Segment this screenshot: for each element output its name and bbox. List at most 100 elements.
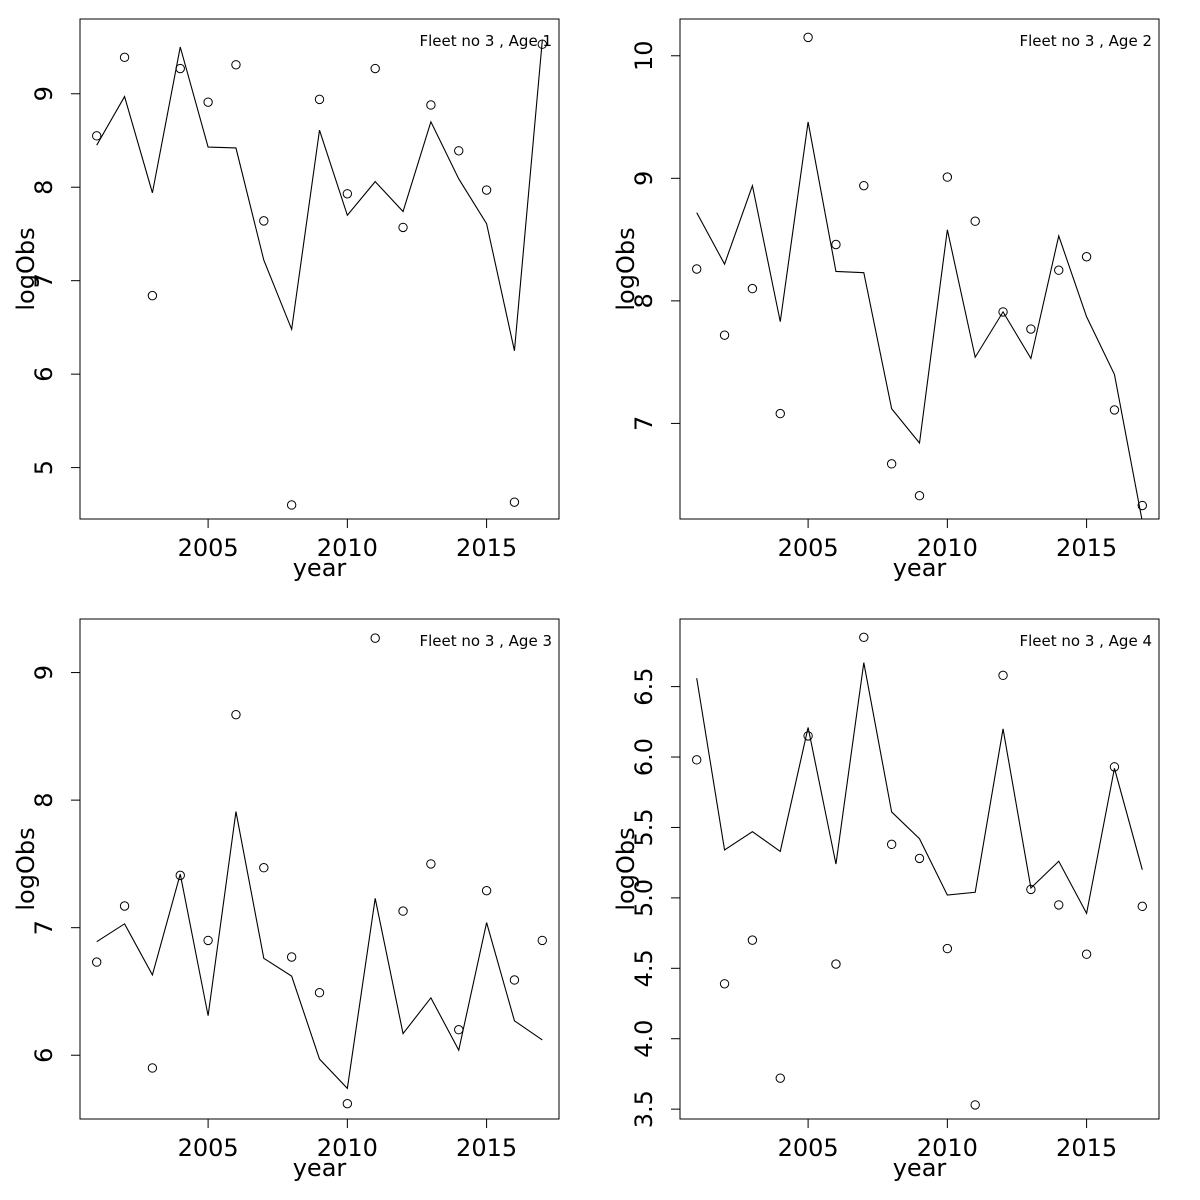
observation-point [342,189,353,199]
x-tick-label: 2015 [1056,1134,1117,1162]
observation-point [1137,500,1147,511]
y-tick-label: 6.5 [630,668,658,706]
observation-point [747,935,758,945]
observation-point [1054,265,1064,275]
observation-point [119,901,130,911]
y-tick-label: 7 [30,273,58,288]
observation-point [719,330,730,340]
observation-point [775,408,785,419]
y-tick-label: 6 [30,366,58,381]
panel-age-3: 2005 2010 2015 6 7 8 9 year logObs Fleet no 3 , A… [12,618,560,1182]
observation-point [831,959,841,969]
fitted-line [96,811,543,1090]
observation-point [803,32,813,43]
y-tick-label: 5 [30,460,58,475]
legend-label: Fleet no 3 , Age 4 [1019,632,1152,650]
y-axis-label: logObs [12,227,40,310]
observation-point [314,94,325,105]
x-tick-label: 2015 [1056,534,1117,562]
x-tick-label: 2010 [917,1134,978,1162]
observation-point [886,459,897,469]
legend-label: Fleet no 3 , Age 1 [419,32,552,50]
observation-point [203,935,213,946]
y-tick-label: 5.0 [630,879,658,917]
y-axis-label: logObs [12,827,40,910]
x-axis-label: year [293,554,347,582]
observation-point [537,39,547,49]
plot-frame [79,618,560,1120]
observation-point [1081,949,1092,959]
observation-point [775,1073,785,1083]
y-tick-label: 5.5 [630,808,658,846]
y-axis-label: logObs [612,227,640,310]
observation-point [259,863,269,873]
observation-point [314,988,325,998]
observation-point [970,1100,980,1110]
observation-point [747,283,758,294]
x-tick-label: 2010 [317,1134,378,1162]
observation-point [914,853,925,864]
y-tick-label: 3.5 [630,1090,658,1128]
observation-point [92,957,102,967]
observation-point [454,1025,464,1035]
observation-point [481,185,492,195]
observation-point [370,633,380,643]
y-tick-label: 4.0 [630,1020,658,1058]
x-tick-label: 2010 [317,534,378,562]
observation-point [426,859,436,869]
observation-point [859,180,869,191]
observation-point [692,264,702,274]
observation-point [175,870,185,881]
plot-frame [679,18,1160,520]
observation-point [509,975,520,985]
observation-point [1109,405,1120,415]
observation-point [859,632,869,643]
observation-point [1137,901,1147,912]
legend-label: Fleet no 3 , Age 3 [419,632,552,650]
observation-point [203,97,213,107]
y-tick-label: 9 [630,171,658,186]
observation-point [342,1098,353,1109]
observation-point [231,60,241,70]
legend-label: Fleet no 3 , Age 2 [1019,32,1152,50]
observation-point [286,500,297,510]
panel-age-2: 2005 2010 2015 7 8 9 10 year logObs Fleet no 3 , … [612,18,1160,582]
observation-point [231,709,241,720]
x-tick-label: 2005 [778,534,839,562]
observation-point [970,216,980,226]
y-tick-label: 6.0 [630,738,658,776]
panel-age-4: 2005 2010 2015 3.5 4.0 4.5 5.0 5.5 6.0 6.5 year log… [612,618,1160,1182]
y-tick-label: 8 [630,293,658,308]
observation-point [426,100,436,110]
observation-point [998,670,1008,681]
plot-frame [679,618,1160,1120]
y-tick-label: 8 [30,180,58,195]
observation-point [942,943,953,954]
observation-point [147,1063,158,1073]
observation-point [175,63,185,74]
observation-point [692,755,702,765]
x-tick-label: 2005 [178,1134,239,1162]
observation-point [886,839,897,850]
x-axis-label: year [893,1154,947,1182]
observation-point [509,497,520,507]
fitted-line [696,662,1143,915]
plot-frame [79,18,560,520]
x-tick-label: 2010 [917,534,978,562]
observation-point [1026,324,1036,334]
observation-point [481,885,492,896]
observation-point [803,731,813,741]
x-tick-label: 2015 [456,534,517,562]
observation-point [1054,900,1064,910]
x-tick-label: 2015 [456,1134,517,1162]
x-tick-label: 2005 [178,534,239,562]
x-axis-label: year [893,554,947,582]
observation-point [398,906,408,916]
y-tick-label: 7 [630,416,658,431]
x-axis-label: year [293,1154,347,1182]
fitted-line [696,121,1143,519]
observation-point [398,222,408,233]
y-tick-label: 10 [630,40,658,71]
observation-point [119,52,130,63]
observation-point [914,491,925,501]
